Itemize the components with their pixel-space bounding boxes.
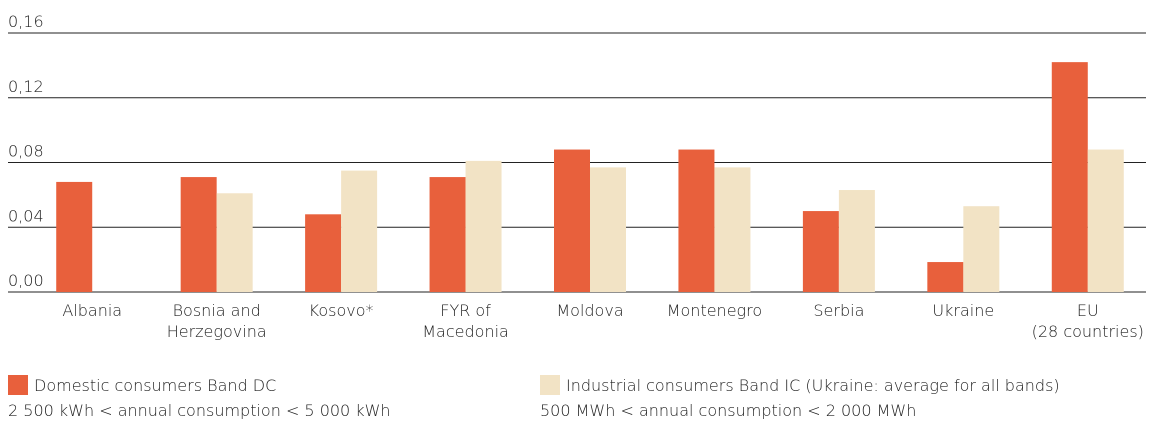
bar	[341, 170, 378, 292]
legend-label: Domestic consumers Band DC	[34, 376, 276, 395]
bar	[305, 214, 342, 292]
bar	[678, 149, 715, 292]
x-tick-label: EU (28 countries)	[1032, 301, 1144, 341]
x-tick-label: FYR of Macedonia	[422, 301, 509, 341]
legend-note: 2 500 kWh < annual consumption < 5 000 k…	[8, 401, 391, 420]
legend-label: Industrial consumers Band IC (Ukraine: a…	[566, 376, 1060, 395]
legend-swatch	[540, 375, 560, 395]
bar	[465, 160, 502, 292]
y-tick-label: 0,08	[8, 142, 44, 161]
bar	[927, 262, 964, 292]
y-tick-label: 0,00	[8, 271, 44, 290]
bar	[429, 177, 466, 292]
x-tick-label: Serbia	[813, 301, 864, 320]
bar	[56, 181, 93, 292]
x-tick-label: Ukraine	[932, 301, 994, 320]
x-tick-label: Montenegro	[667, 301, 762, 320]
x-tick-label: Kosovo*	[309, 301, 374, 320]
x-tick-label: Bosnia and Herzegovina	[167, 301, 267, 341]
bar	[1087, 149, 1124, 292]
bar	[216, 193, 253, 292]
bar	[180, 177, 217, 292]
bar	[802, 211, 839, 292]
y-tick-label: 0,12	[8, 77, 44, 96]
y-tick-label: 0,16	[8, 12, 44, 31]
bar	[714, 167, 751, 292]
bar	[838, 190, 875, 292]
bar	[1051, 62, 1088, 293]
bar	[963, 206, 1000, 292]
y-tick-label: 0,04	[8, 206, 44, 225]
x-tick-label: Moldova	[556, 301, 623, 320]
bar	[590, 167, 626, 292]
legend-note: 500 MWh < annual consumption < 2 000 MWh	[540, 401, 916, 420]
x-tick-label: Albania	[62, 301, 122, 320]
bar	[554, 149, 590, 292]
legend-swatch	[8, 375, 28, 395]
